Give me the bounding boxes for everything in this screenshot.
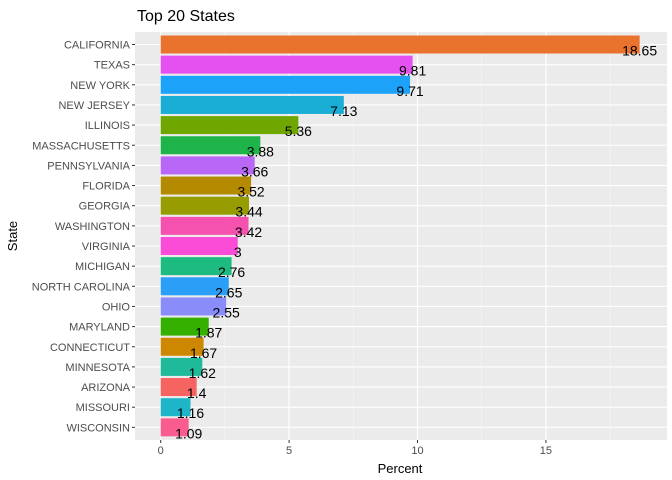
- data-label: 3.88: [247, 143, 274, 159]
- x-tick-label: 5: [286, 445, 292, 457]
- data-label: 3.44: [235, 204, 262, 220]
- bar: [160, 297, 227, 316]
- data-label: 2.55: [213, 304, 240, 320]
- y-tick-label: MISSOURI: [76, 402, 130, 414]
- y-tick-label: ARIZONA: [81, 382, 131, 394]
- bars: [160, 35, 640, 437]
- chart-title: Top 20 States: [137, 8, 235, 25]
- y-tick-label: NEW YORK: [70, 80, 130, 92]
- bar: [160, 176, 252, 195]
- y-tick-label: NORTH CAROLINA: [32, 281, 131, 293]
- bar: [160, 257, 232, 276]
- y-tick-label: CONNECTICUT: [50, 342, 130, 354]
- data-label: 1.67: [190, 345, 217, 361]
- bar: [160, 357, 203, 376]
- data-label: 1.4: [187, 385, 207, 401]
- bar: [160, 75, 411, 94]
- y-tick-label: CALIFORNIA: [64, 40, 131, 52]
- y-tick-label: FLORIDA: [82, 181, 130, 193]
- bar: [160, 337, 204, 356]
- data-label: 3: [234, 244, 242, 260]
- bar: [160, 378, 197, 397]
- y-tick-label: WISCONSIN: [66, 422, 130, 434]
- x-axis-title: Percent: [378, 461, 423, 476]
- bar: [160, 95, 344, 114]
- y-tick-label: OHIO: [102, 301, 131, 313]
- data-label: 18.65: [622, 43, 657, 59]
- y-tick-label: ILLINOIS: [85, 120, 130, 132]
- data-label: 1.09: [175, 425, 202, 441]
- bar: [160, 237, 238, 255]
- data-label: 9.81: [399, 63, 426, 79]
- data-label: 5.36: [285, 123, 312, 139]
- y-tick-label: GEORGIA: [79, 201, 131, 213]
- y-axis-title: State: [5, 221, 20, 251]
- x-tick-label: 15: [540, 445, 552, 457]
- bar: [160, 196, 250, 215]
- y-tick-label: NEW JERSEY: [58, 100, 130, 112]
- y-tick-label: PENNSYLVANIA: [47, 160, 130, 172]
- data-label: 1.87: [195, 325, 222, 341]
- y-axis: CALIFORNIA TEXAS NEW YORK NEW JERSEY ILLINOI…: [32, 40, 135, 434]
- y-tick-label: VIRGINIA: [82, 241, 131, 253]
- bar: [160, 216, 249, 235]
- y-tick-label: MARYLAND: [69, 322, 130, 334]
- x-axis: 0 5 10 15: [158, 440, 552, 457]
- bar: [160, 35, 640, 54]
- bar: [160, 116, 299, 135]
- bar: [160, 136, 261, 155]
- data-label: 1.62: [189, 365, 216, 381]
- y-tick-label: MICHIGAN: [75, 261, 130, 273]
- y-tick-label: TEXAS: [94, 60, 130, 72]
- bar: [160, 398, 191, 417]
- data-label: 3.42: [235, 224, 262, 240]
- data-label: 3.66: [241, 163, 268, 179]
- x-tick-label: 10: [411, 445, 423, 457]
- bar: [160, 317, 209, 336]
- bar: [160, 55, 413, 74]
- y-tick-label: MINNESOTA: [65, 362, 130, 374]
- x-tick-label: 0: [158, 445, 164, 457]
- data-label: 2.65: [215, 284, 242, 300]
- data-label: 9.71: [396, 83, 423, 99]
- bar: [160, 277, 229, 296]
- y-tick-label: WASHINGTON: [55, 221, 130, 233]
- bar: [160, 156, 255, 175]
- data-label: 3.52: [237, 184, 264, 200]
- data-label: 2.76: [218, 264, 245, 280]
- data-label: 7.13: [330, 103, 357, 119]
- y-tick-label: MASSACHUSETTS: [32, 140, 130, 152]
- value-labels: 18.65 9.81 9.71 7.13 5.36 3.88 3.66 3.52 3.44 3.4…: [175, 43, 657, 442]
- bar: [160, 418, 189, 437]
- data-label: 1.16: [177, 405, 204, 421]
